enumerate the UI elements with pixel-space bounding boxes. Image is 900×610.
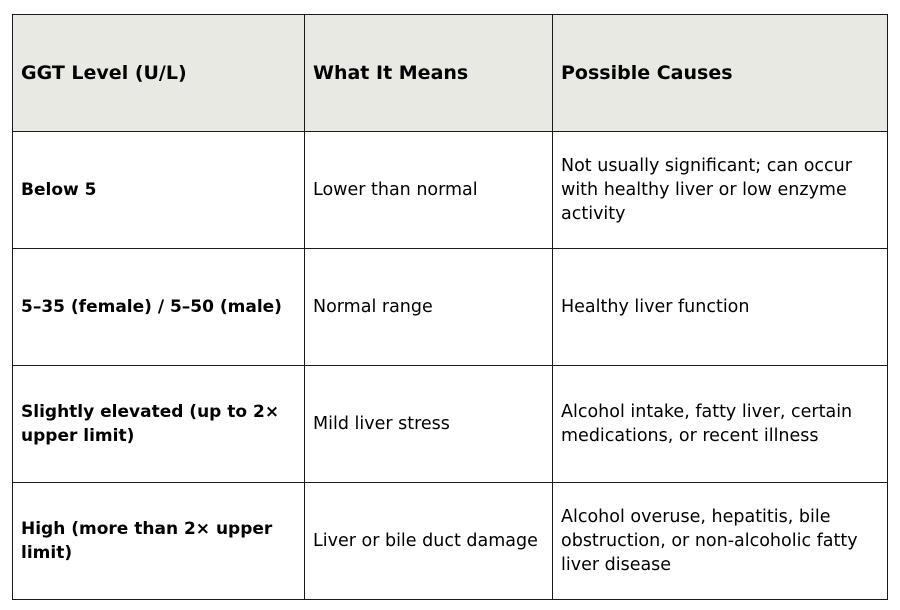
ggt-level-cell: High (more than 2× upper limit) — [12, 482, 305, 600]
causes-cell: Alcohol overuse, hepatitis, bile obstruc… — [552, 482, 888, 600]
meaning-cell: Normal range — [304, 248, 553, 366]
header-row: GGT Level (U/L) What It Means Possible C… — [12, 14, 888, 132]
ggt-levels-table: GGT Level (U/L) What It Means Possible C… — [12, 14, 888, 600]
meaning-cell: Mild liver stress — [304, 365, 553, 483]
column-header-ggt-level: GGT Level (U/L) — [12, 14, 305, 132]
meaning-cell: Liver or bile duct damage — [304, 482, 553, 600]
column-header-possible-causes: Possible Causes — [552, 14, 888, 132]
table-row: High (more than 2× upper limit) Liver or… — [12, 482, 888, 600]
causes-cell: Not usually significant; can occur with … — [552, 131, 888, 249]
causes-cell: Alcohol intake, fatty liver, certain med… — [552, 365, 888, 483]
table-row: Slightly elevated (up to 2× upper limit)… — [12, 365, 888, 483]
table-row: Below 5 Lower than normal Not usually si… — [12, 131, 888, 249]
causes-cell: Healthy liver function — [552, 248, 888, 366]
meaning-cell: Lower than normal — [304, 131, 553, 249]
column-header-what-it-means: What It Means — [304, 14, 553, 132]
ggt-level-cell: 5–35 (female) / 5–50 (male) — [12, 248, 305, 366]
ggt-level-cell: Below 5 — [12, 131, 305, 249]
table-row: 5–35 (female) / 5–50 (male) Normal range… — [12, 248, 888, 366]
ggt-level-cell: Slightly elevated (up to 2× upper limit) — [12, 365, 305, 483]
